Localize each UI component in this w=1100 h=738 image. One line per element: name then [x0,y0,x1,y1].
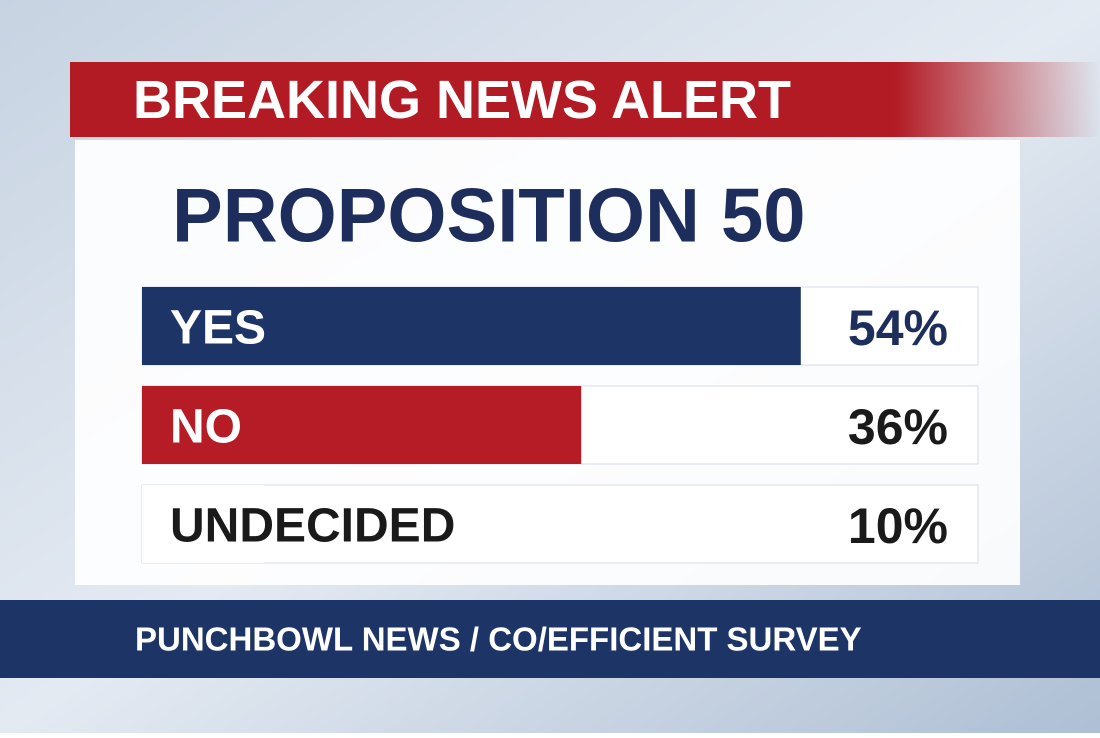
rows: YES 54% NO 36% UNDECIDED 10% [141,286,979,564]
category-label: NO [170,401,242,454]
bar [142,287,801,365]
value-label: 36% [848,399,948,455]
chart-title: BREAKING NEWS ALERT [133,70,791,130]
banner [70,62,1100,137]
value-label: 54% [848,300,948,356]
bar [142,485,264,563]
value-label: 10% [848,498,948,554]
footer-band [0,600,1100,678]
source: PUNCHBOWL NEWS / CO/EFFICIENT SURVEY [135,621,862,658]
row-background [141,484,979,564]
subtitle: PROPOSITION 50 [172,174,806,259]
bar [142,386,582,464]
category-label: UNDECIDED [170,500,455,553]
category-label: YES [170,302,266,355]
